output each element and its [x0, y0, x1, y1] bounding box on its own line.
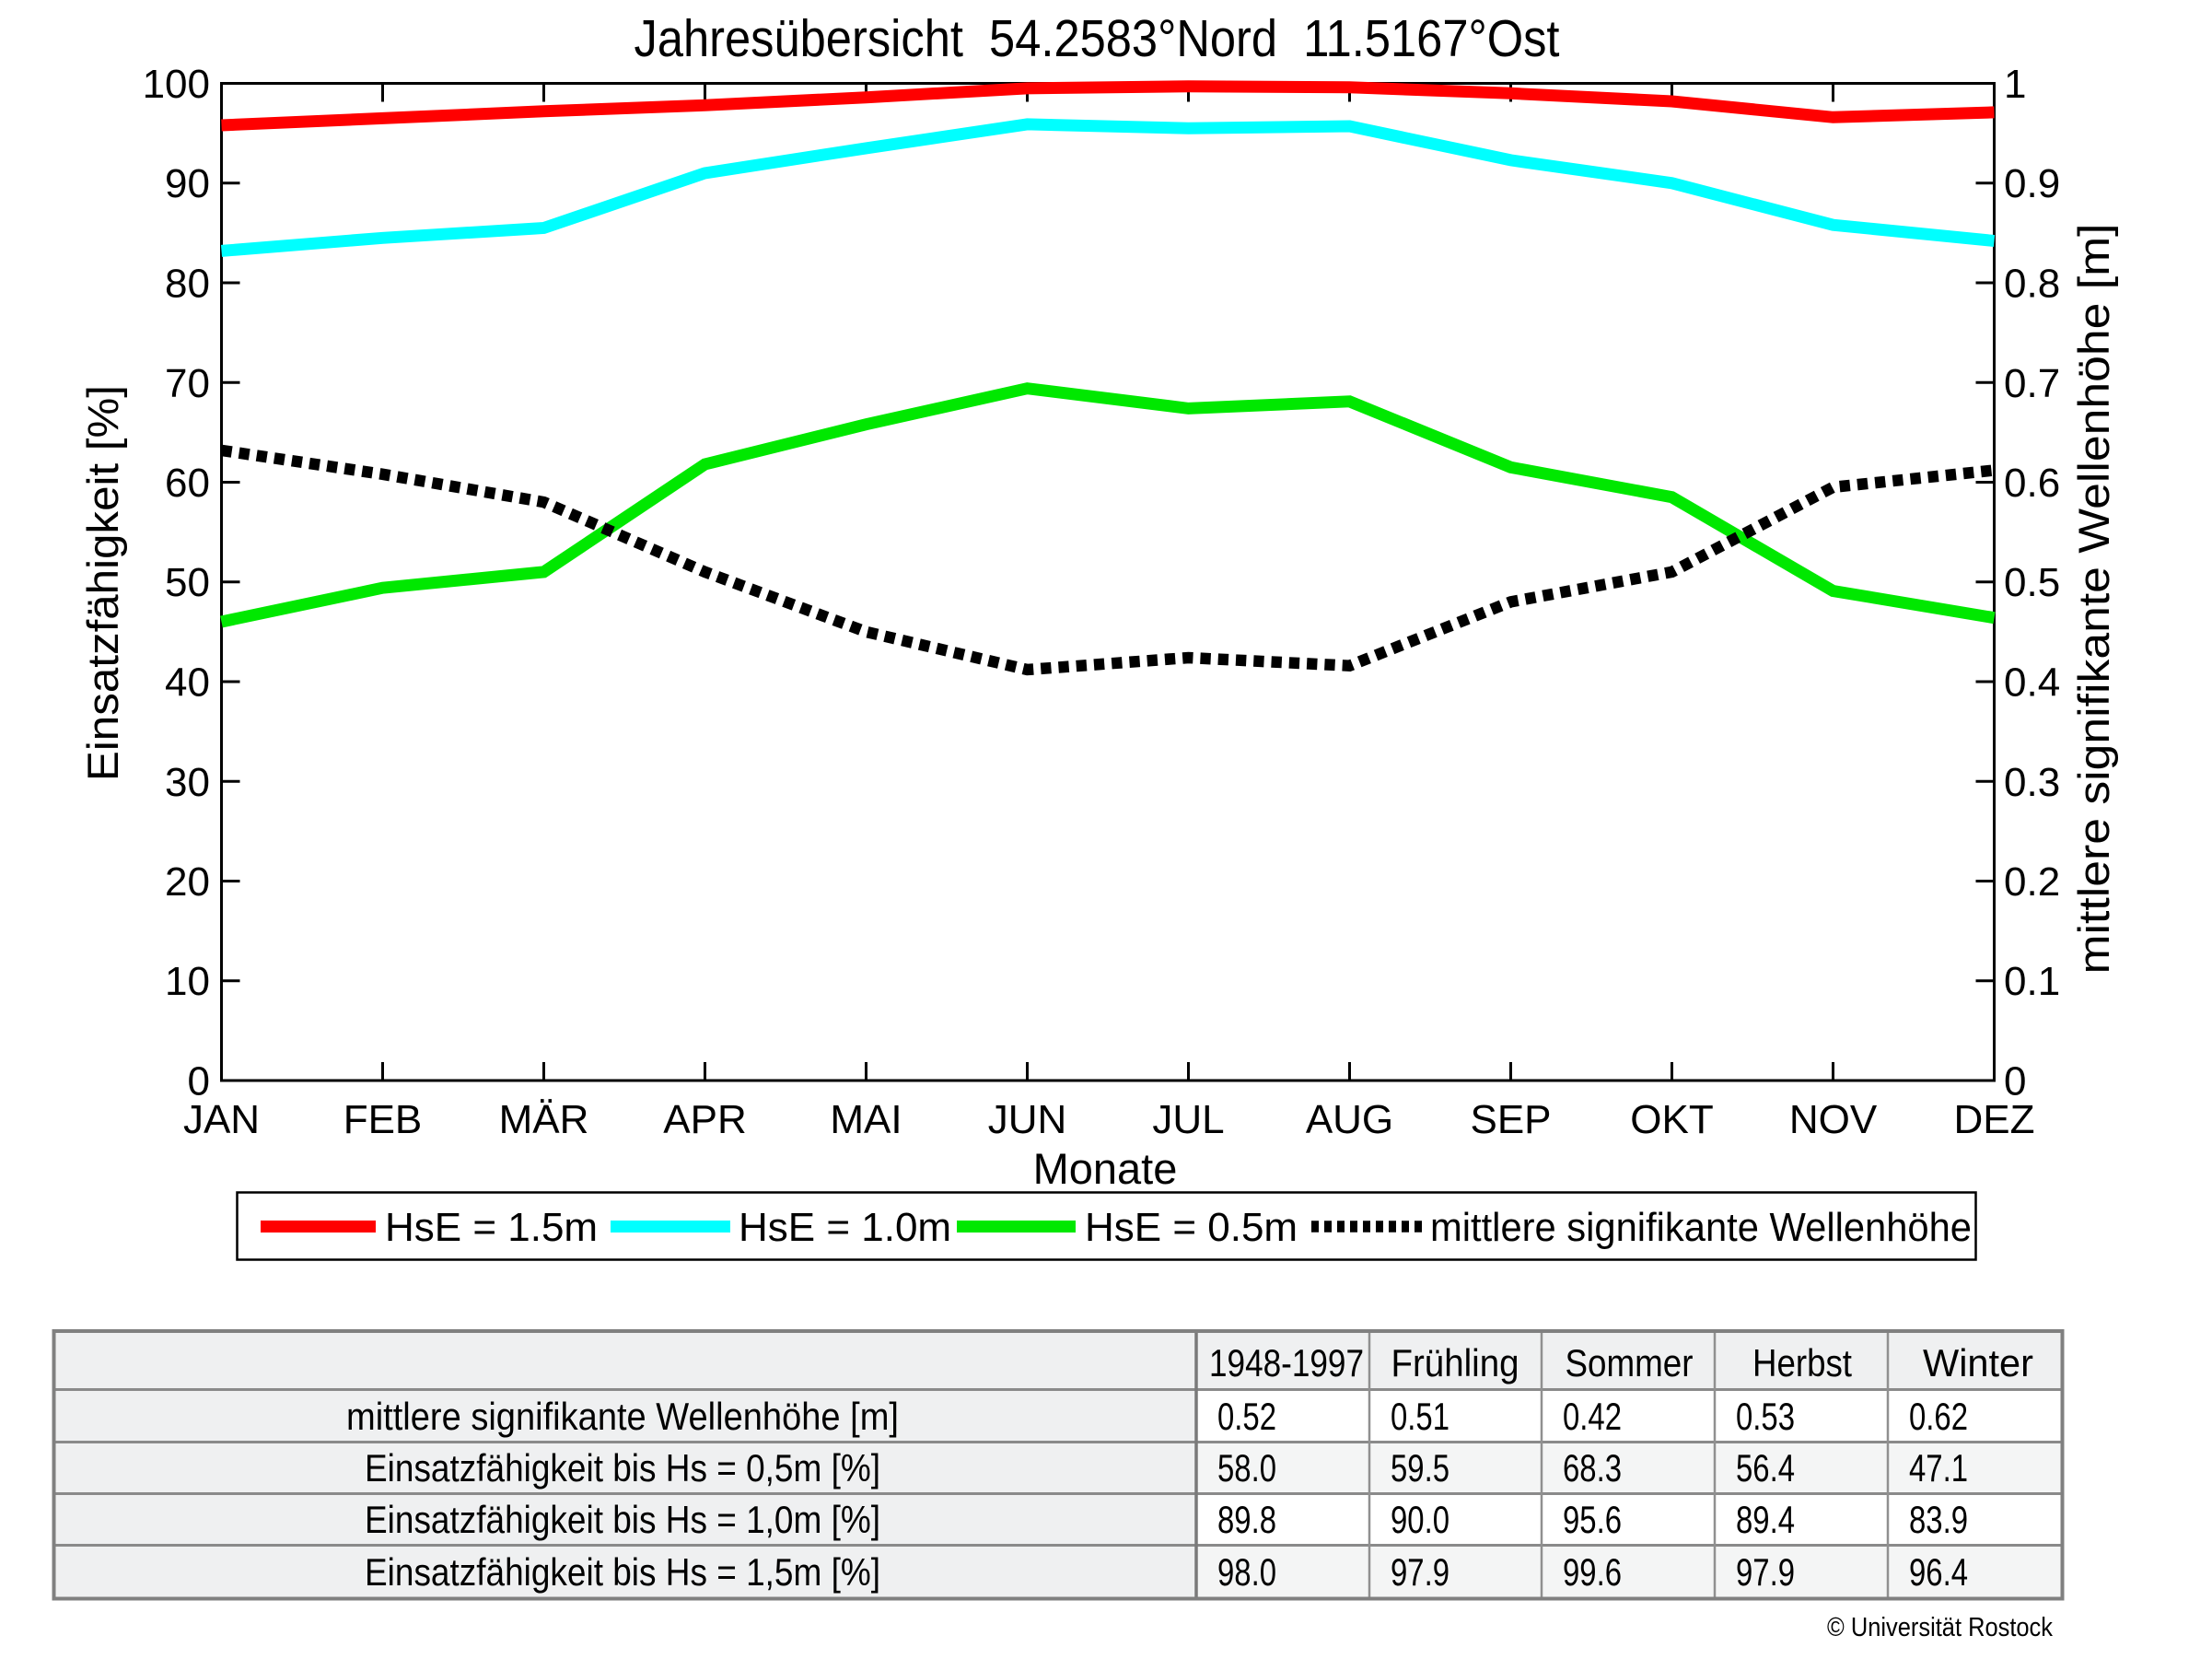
svg-text:© Universität Rostock: © Universität Rostock	[1827, 1613, 2053, 1642]
svg-text:89.4: 89.4	[1736, 1498, 1795, 1541]
svg-text:SEP: SEP	[1470, 1097, 1551, 1142]
svg-text:mittlere signifikante Wellenhö: mittlere signifikante Wellenhöhe	[1430, 1205, 1972, 1250]
svg-text:FEB: FEB	[343, 1097, 423, 1142]
svg-text:0.7: 0.7	[2004, 361, 2060, 406]
svg-text:20: 20	[165, 859, 210, 905]
svg-text:70: 70	[165, 361, 210, 406]
svg-text:1: 1	[2004, 62, 2026, 107]
svg-text:JUN: JUN	[988, 1097, 1067, 1142]
svg-text:HsE = 0.5m: HsE = 0.5m	[1085, 1205, 1298, 1250]
svg-text:100: 100	[143, 62, 210, 107]
svg-text:50: 50	[165, 560, 210, 605]
svg-text:59.5: 59.5	[1391, 1446, 1449, 1490]
svg-text:0.4: 0.4	[2004, 660, 2060, 706]
svg-text:mittlere signifikante Wellenhö: mittlere signifikante Wellenhöhe [m]	[2069, 223, 2118, 974]
svg-text:HsE = 1.5m: HsE = 1.5m	[385, 1205, 598, 1250]
svg-text:Einsatzfähigkeit [%]: Einsatzfähigkeit [%]	[78, 385, 127, 781]
svg-text:97.9: 97.9	[1736, 1550, 1795, 1594]
svg-text:Winter: Winter	[1923, 1341, 2033, 1384]
svg-text:Einsatzfähigkeit bis Hs = 1,5m: Einsatzfähigkeit bis Hs = 1,5m [%]	[365, 1550, 880, 1594]
svg-text:83.9: 83.9	[1909, 1498, 1968, 1541]
svg-text:MÄR: MÄR	[499, 1097, 589, 1142]
svg-text:80: 80	[165, 262, 210, 307]
svg-text:10: 10	[165, 959, 210, 1004]
svg-text:30: 30	[165, 760, 210, 805]
svg-text:60: 60	[165, 461, 210, 506]
svg-text:0: 0	[2004, 1059, 2026, 1104]
svg-text:97.9: 97.9	[1391, 1550, 1449, 1594]
svg-text:0.9: 0.9	[2004, 161, 2060, 206]
svg-text:90: 90	[165, 161, 210, 206]
svg-text:95.6: 95.6	[1563, 1498, 1622, 1541]
svg-text:98.0: 98.0	[1217, 1550, 1276, 1594]
svg-text:OKT: OKT	[1630, 1097, 1713, 1142]
svg-text:mittlere signifikante Wellenhö: mittlere signifikante Wellenhöhe [m]	[346, 1395, 899, 1438]
svg-text:58.0: 58.0	[1217, 1446, 1276, 1490]
svg-text:40: 40	[165, 660, 210, 706]
svg-text:47.1: 47.1	[1909, 1446, 1968, 1490]
svg-text:Jahresübersicht 54.2583°Nord: Jahresübersicht 54.2583°Nord 11.5167°Ost	[634, 9, 1560, 68]
svg-text:APR: APR	[663, 1097, 746, 1142]
svg-text:0.53: 0.53	[1736, 1395, 1795, 1438]
svg-text:0.52: 0.52	[1217, 1395, 1276, 1438]
svg-text:96.4: 96.4	[1909, 1550, 1968, 1594]
svg-text:Einsatzfähigkeit bis Hs = 0,5m: Einsatzfähigkeit bis Hs = 0,5m [%]	[365, 1446, 880, 1490]
svg-text:0: 0	[188, 1059, 210, 1104]
svg-text:0.3: 0.3	[2004, 760, 2060, 805]
svg-text:HsE = 1.0m: HsE = 1.0m	[739, 1205, 951, 1250]
svg-text:0.8: 0.8	[2004, 262, 2060, 307]
svg-text:0.6: 0.6	[2004, 461, 2060, 506]
svg-text:99.6: 99.6	[1563, 1550, 1622, 1594]
svg-text:JUL: JUL	[1152, 1097, 1224, 1142]
svg-text:DEZ: DEZ	[1954, 1097, 2035, 1142]
svg-text:89.8: 89.8	[1217, 1498, 1276, 1541]
svg-text:90.0: 90.0	[1391, 1498, 1449, 1541]
svg-text:NOV: NOV	[1789, 1097, 1878, 1142]
svg-text:JAN: JAN	[183, 1097, 260, 1142]
svg-text:MAI: MAI	[830, 1097, 902, 1142]
svg-text:0.2: 0.2	[2004, 859, 2060, 905]
svg-text:Frühling: Frühling	[1391, 1341, 1519, 1384]
svg-text:0.62: 0.62	[1909, 1395, 1968, 1438]
svg-text:AUG: AUG	[1306, 1097, 1393, 1142]
svg-text:Sommer: Sommer	[1566, 1341, 1694, 1384]
svg-text:56.4: 56.4	[1736, 1446, 1795, 1490]
svg-text:0.51: 0.51	[1391, 1395, 1449, 1438]
svg-text:Herbst: Herbst	[1752, 1341, 1852, 1384]
svg-text:0.1: 0.1	[2004, 959, 2060, 1004]
svg-text:1948-1997: 1948-1997	[1209, 1341, 1364, 1384]
svg-text:Monate: Monate	[1033, 1144, 1178, 1193]
svg-text:0.42: 0.42	[1563, 1395, 1622, 1438]
svg-text:Einsatzfähigkeit bis Hs = 1,0m: Einsatzfähigkeit bis Hs = 1,0m [%]	[365, 1498, 880, 1541]
svg-text:68.3: 68.3	[1563, 1446, 1622, 1490]
svg-text:0.5: 0.5	[2004, 560, 2060, 605]
